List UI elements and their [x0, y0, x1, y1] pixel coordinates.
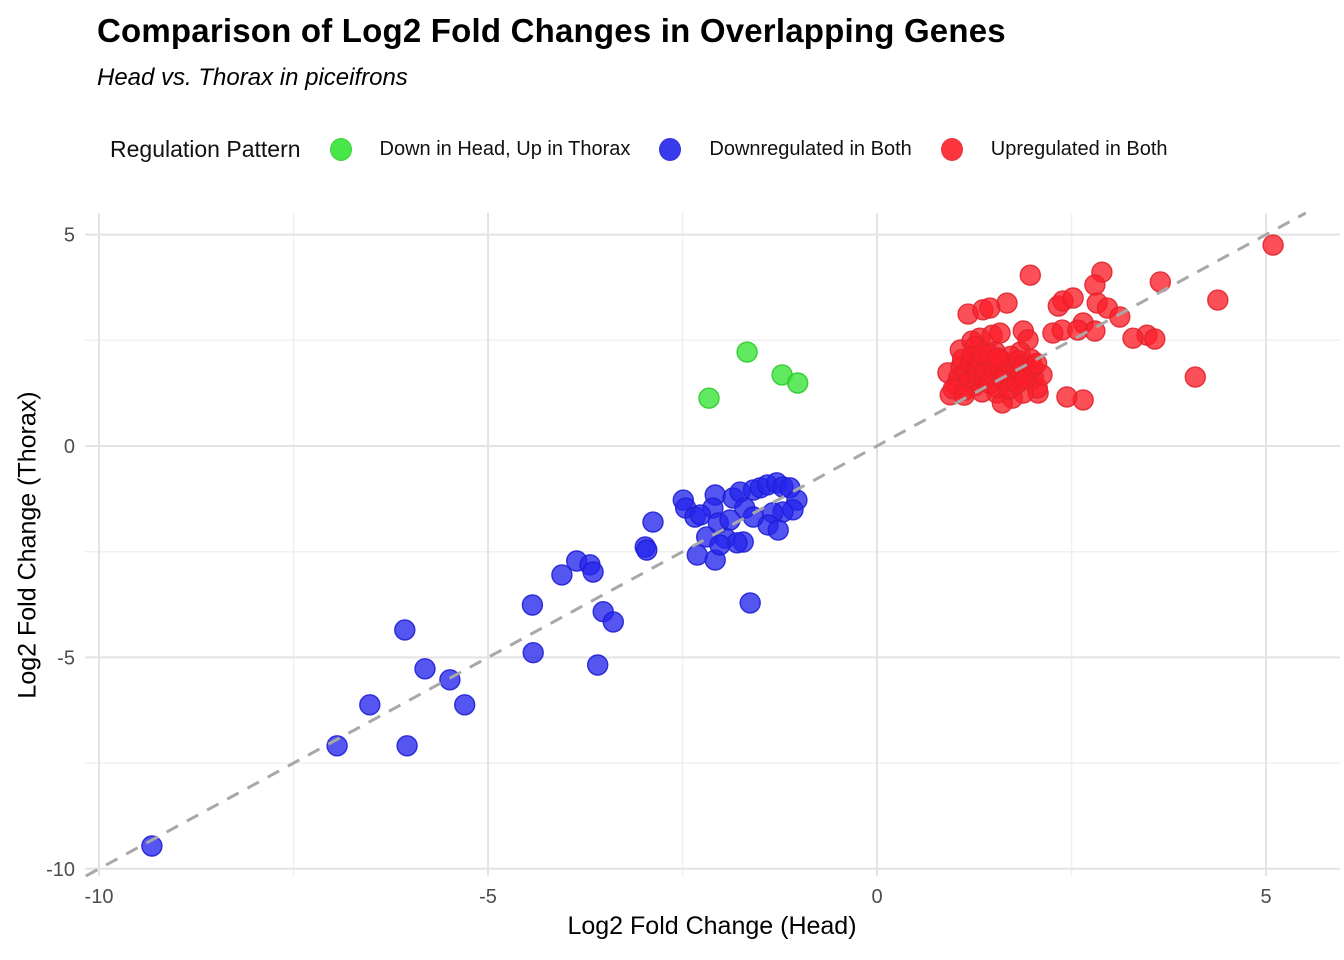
data-point — [1019, 264, 1042, 286]
tick-labels: -10 -5 0 5 -10 -5 0 5 — [46, 225, 1272, 908]
data-points — [141, 234, 1284, 857]
legend-title: Regulation Pattern — [110, 136, 301, 162]
data-point — [551, 564, 573, 586]
data-point — [989, 322, 1011, 344]
y-tick-label: -5 — [57, 647, 75, 669]
y-axis-title: Log2 Fold Change (Thorax) — [13, 391, 42, 699]
chart-subtitle: Head vs. Thorax in piceifrons — [97, 64, 408, 91]
x-tick-label: 5 — [1261, 886, 1272, 908]
data-point — [987, 347, 1009, 369]
legend-item-label: Down in Head, Up in Thorax — [379, 138, 631, 160]
data-point — [686, 544, 708, 566]
data-point — [767, 519, 789, 541]
y-tick-label: 0 — [64, 436, 75, 458]
data-point — [1144, 328, 1166, 350]
data-point — [141, 835, 163, 857]
y-tick-label: -10 — [46, 859, 75, 881]
series-upregulated-in-both — [937, 234, 1284, 414]
data-point — [719, 509, 741, 531]
x-tick-label: 0 — [871, 886, 882, 908]
legend-item-down-head-up-thorax: Down in Head, Up in Thorax — [329, 138, 631, 161]
data-point — [1025, 352, 1048, 375]
data-point — [996, 292, 1018, 314]
data-point — [587, 654, 609, 676]
legend-item-label: Upregulated in Both — [990, 138, 1168, 160]
data-point — [787, 372, 809, 394]
data-point — [454, 694, 476, 716]
legend-item-label: Downregulated in Both — [709, 138, 912, 160]
data-point — [414, 658, 436, 680]
data-point — [1207, 289, 1229, 311]
data-point — [582, 561, 604, 583]
green-dot-icon — [329, 138, 352, 161]
data-point — [636, 539, 658, 561]
data-point — [1084, 274, 1106, 296]
data-point — [602, 611, 624, 633]
data-point — [1062, 287, 1084, 309]
chart-title: Comparison of Log2 Fold Changes in Overl… — [97, 12, 1006, 49]
blue-dot-icon — [659, 138, 682, 161]
legend-item-upregulated-both: Upregulated in Both — [940, 138, 1168, 161]
data-point — [1122, 327, 1144, 349]
data-point — [359, 694, 381, 716]
red-dot-icon — [940, 138, 963, 161]
data-point — [521, 594, 544, 616]
data-point — [689, 504, 712, 526]
series-downregulated-in-both — [141, 472, 808, 857]
legend-item-downregulated-both: Downregulated in Both — [659, 138, 912, 161]
data-point — [1262, 234, 1284, 256]
y-tick-label: 5 — [64, 225, 75, 247]
series-down-in-head-up-in-thorax — [698, 341, 809, 409]
data-point — [394, 619, 416, 641]
data-point — [1184, 366, 1207, 388]
data-point — [736, 341, 758, 363]
legend: Regulation Pattern Down in Head, Up in T… — [110, 136, 1168, 163]
data-point — [396, 735, 418, 757]
data-point — [709, 534, 731, 556]
x-tick-label: -10 — [85, 886, 114, 908]
data-point — [1056, 386, 1078, 408]
identity-reference-line — [85, 211, 1307, 878]
data-point — [698, 387, 720, 409]
data-point — [739, 592, 761, 614]
data-point — [642, 511, 664, 533]
x-axis-title: Log2 Fold Change (Head) — [567, 912, 857, 940]
x-tick-label: -5 — [479, 886, 497, 908]
data-point — [522, 642, 544, 664]
